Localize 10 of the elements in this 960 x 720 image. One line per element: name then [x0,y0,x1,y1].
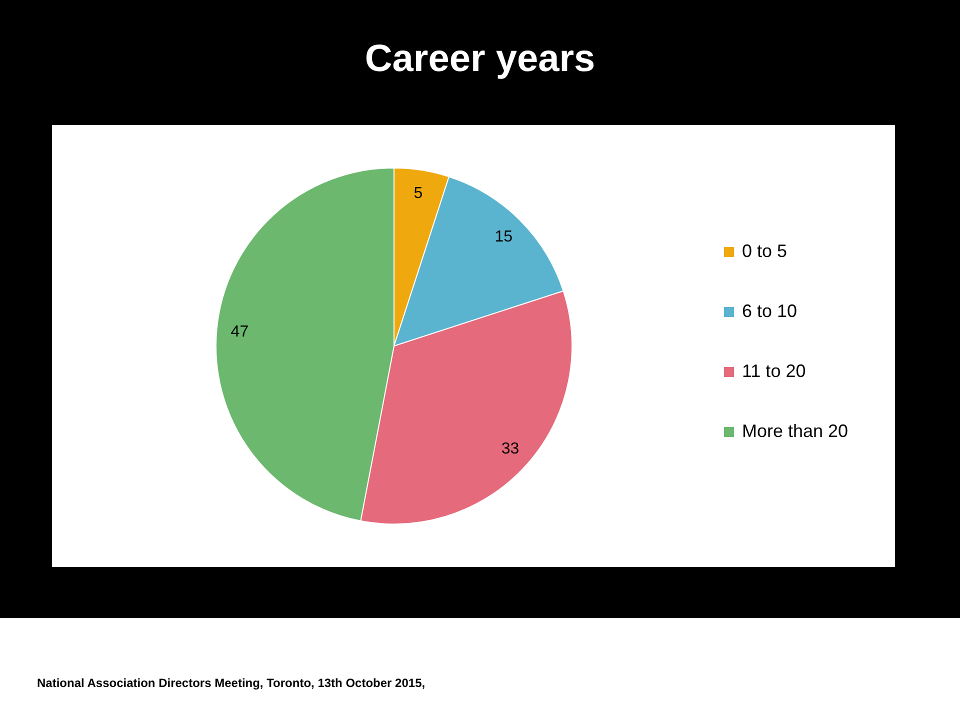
legend-label: 11 to 20 [742,361,806,381]
legend-label: 6 to 10 [742,301,798,321]
data-label: 5 [414,184,423,202]
data-label: 15 [494,228,513,246]
data-label: 33 [501,440,520,458]
legend-label: More than 20 [742,421,848,441]
chart-title: Career years [364,38,596,81]
text: National Association Directors Meeting, Toronto, 13th October 2015, [37,676,426,690]
legend-label: 0 to 5 [742,241,788,261]
data-label: 47 [230,323,249,340]
